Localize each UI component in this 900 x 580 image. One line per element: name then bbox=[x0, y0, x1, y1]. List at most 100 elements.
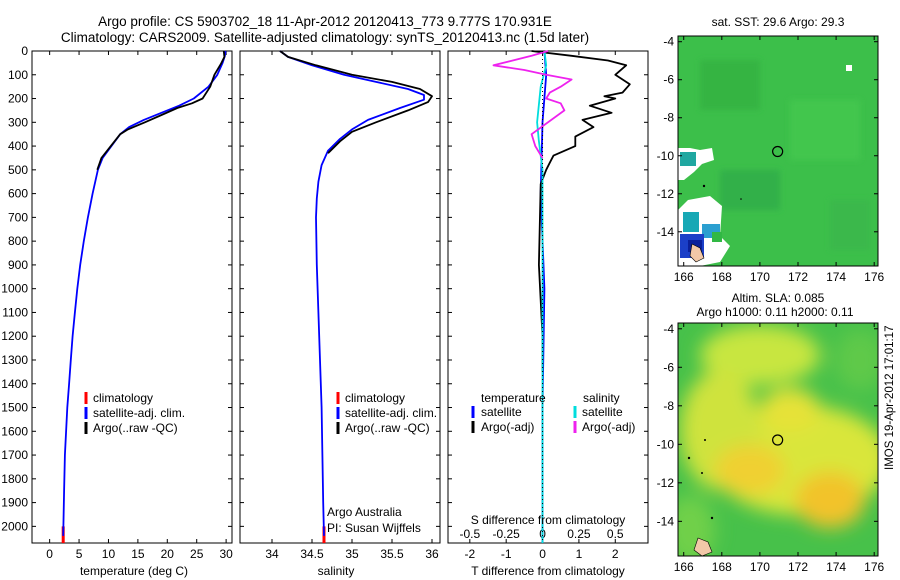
depth-tick-label: 800 bbox=[8, 234, 28, 248]
s-diff-tick-label: 0.5 bbox=[607, 527, 624, 541]
legend-group-salinity: salinity bbox=[583, 391, 620, 405]
lon-tick-label: 176 bbox=[864, 560, 884, 574]
x-tick-label: 35.5 bbox=[380, 547, 404, 561]
salinity-axes-frame bbox=[239, 50, 441, 544]
sla-field bbox=[678, 323, 878, 556]
sst-argo-position-marker bbox=[772, 145, 784, 158]
salinity-annotation-pi: PI: Susan Wijffels bbox=[327, 521, 421, 535]
depth-tick-label: 700 bbox=[8, 210, 28, 224]
lat-tick-label: -4 bbox=[663, 322, 674, 336]
figure-title-line-1: Argo profile: CS 5903702_18 11-Apr-2012 … bbox=[98, 14, 552, 29]
salinity-difference-axis-label: S difference from climatology bbox=[471, 513, 626, 527]
legend-label-temp-satellite: satellite bbox=[481, 405, 522, 419]
salinity-x-axis-label: salinity bbox=[318, 564, 355, 578]
sst-map-panel: sat. SST: 29.6 Argo: 29.3 166 168 170 172 17 bbox=[657, 15, 885, 284]
depth-tick-label: 100 bbox=[8, 68, 28, 82]
depth-tick-label: 2000 bbox=[1, 519, 28, 533]
temperature-panel: 0 5 10 15 20 25 300100200300400500600700800900… bbox=[1, 44, 233, 578]
depth-tick-label: 1000 bbox=[1, 282, 28, 296]
lat-tick-label: -14 bbox=[657, 514, 675, 528]
depth-tick-label: 1200 bbox=[1, 329, 28, 343]
legend-group-temperature: temperature bbox=[481, 391, 546, 405]
legend-label-satellite-adj: satellite-adj. clim. bbox=[93, 406, 185, 420]
legend-label-satellite-adj: satellite-adj. clim. bbox=[345, 406, 437, 420]
depth-tick-label: 600 bbox=[8, 187, 28, 201]
series-line-temperature-argo-adj bbox=[531, 50, 631, 372]
x-tick-label: 0 bbox=[46, 547, 53, 561]
x-tick-label: 5 bbox=[76, 547, 83, 561]
depth-tick-label: 1100 bbox=[2, 305, 28, 319]
x-tick-label: -1 bbox=[501, 547, 512, 561]
x-tick-label: 30 bbox=[219, 547, 233, 561]
depth-tick-label: 200 bbox=[8, 92, 28, 106]
lat-tick-label: -4 bbox=[663, 35, 674, 49]
lon-tick-label: 168 bbox=[712, 560, 732, 574]
sla-map-frame bbox=[677, 322, 879, 557]
x-tick-label: 36 bbox=[425, 547, 439, 561]
x-tick-label: 10 bbox=[102, 547, 116, 561]
lat-tick-label: -6 bbox=[663, 73, 674, 87]
depth-tick-label: 900 bbox=[8, 258, 28, 272]
depth-tick-label: 1800 bbox=[1, 472, 28, 486]
lat-tick-label: -10 bbox=[657, 149, 675, 163]
lat-tick-label: -14 bbox=[657, 225, 675, 239]
x-tick-label: 35 bbox=[345, 547, 359, 561]
series-line-satellite-adj-clim bbox=[62, 50, 227, 536]
depth-tick-label: 500 bbox=[8, 163, 28, 177]
lat-tick-label: -6 bbox=[663, 360, 674, 374]
lat-tick-label: -12 bbox=[657, 187, 675, 201]
lon-tick-label: 170 bbox=[750, 560, 770, 574]
lon-tick-label: 166 bbox=[674, 270, 694, 284]
x-tick-label: 34 bbox=[265, 547, 279, 561]
x-tick-label: 20 bbox=[161, 547, 175, 561]
x-tick-label: 25 bbox=[190, 547, 204, 561]
lon-tick-label: 172 bbox=[788, 560, 808, 574]
legend-label-climatology: climatology bbox=[345, 391, 405, 405]
lon-tick-label: 174 bbox=[826, 560, 846, 574]
salinity-annotation-institution: Argo Australia bbox=[327, 505, 402, 519]
imos-timestamp: IMOS 19-Apr-2012 17:01:17 bbox=[884, 326, 896, 470]
legend-label-temp-argo: Argo(-adj) bbox=[481, 420, 534, 434]
temperature-x-axis-label: temperature (deg C) bbox=[80, 564, 188, 578]
sst-field bbox=[678, 36, 878, 266]
legend-label-argo: Argo(..raw -QC) bbox=[93, 421, 178, 435]
s-diff-tick-label: 0.25 bbox=[567, 527, 591, 541]
depth-tick-label: 400 bbox=[8, 139, 28, 153]
lat-tick-label: -8 bbox=[663, 111, 674, 125]
legend-label-sal-argo: Argo(-adj) bbox=[582, 420, 635, 434]
x-tick-label: -2 bbox=[464, 547, 475, 561]
x-tick-label: 34.5 bbox=[300, 547, 324, 561]
sla-argo-position-marker bbox=[772, 434, 784, 446]
lat-tick-label: -8 bbox=[663, 399, 674, 413]
legend-label-argo: Argo(..raw -QC) bbox=[345, 421, 430, 435]
s-diff-tick-label: -0.5 bbox=[459, 527, 480, 541]
sla-map-subtitle: Argo h1000: 0.11 h2000: 0.11 bbox=[696, 305, 853, 319]
temperature-difference-axis-label: T difference from climatology bbox=[471, 564, 625, 578]
legend-label-climatology: climatology bbox=[93, 391, 153, 405]
lon-tick-label: 176 bbox=[864, 270, 884, 284]
figure-title-line-2: Climatology: CARS2009. Satellite-adjuste… bbox=[61, 30, 589, 45]
depth-tick-label: 1600 bbox=[1, 424, 28, 438]
difference-axes-frame bbox=[447, 50, 649, 544]
sst-map-frame bbox=[677, 35, 879, 267]
temperature-legend: climatology satellite-adj. clim. Argo(..… bbox=[84, 391, 185, 435]
lon-tick-label: 172 bbox=[788, 270, 808, 284]
depth-tick-label: 1300 bbox=[1, 353, 28, 367]
s-diff-tick-label: -0.25 bbox=[493, 527, 521, 541]
depth-tick-label: 1900 bbox=[1, 496, 28, 510]
series-line-salinity-satellite bbox=[536, 50, 548, 543]
lat-tick-label: -10 bbox=[657, 437, 675, 451]
series-line-argo-raw-qc bbox=[96, 50, 226, 171]
x-tick-label: 1 bbox=[576, 547, 583, 561]
x-tick-label: 0 bbox=[539, 547, 546, 561]
salinity-legend: climatology satellite-adj. clim. Argo(..… bbox=[336, 391, 437, 435]
sla-map-title: Altim. SLA: 0.085 bbox=[732, 291, 825, 305]
sst-map-title: sat. SST: 29.6 Argo: 29.3 bbox=[712, 15, 845, 29]
lon-tick-label: 170 bbox=[750, 270, 770, 284]
series-line-argo-raw-qc bbox=[279, 50, 433, 154]
lon-tick-label: 174 bbox=[826, 270, 846, 284]
lon-tick-label: 166 bbox=[674, 560, 694, 574]
depth-tick-label: 300 bbox=[8, 115, 28, 129]
lat-tick-label: -12 bbox=[657, 476, 675, 490]
